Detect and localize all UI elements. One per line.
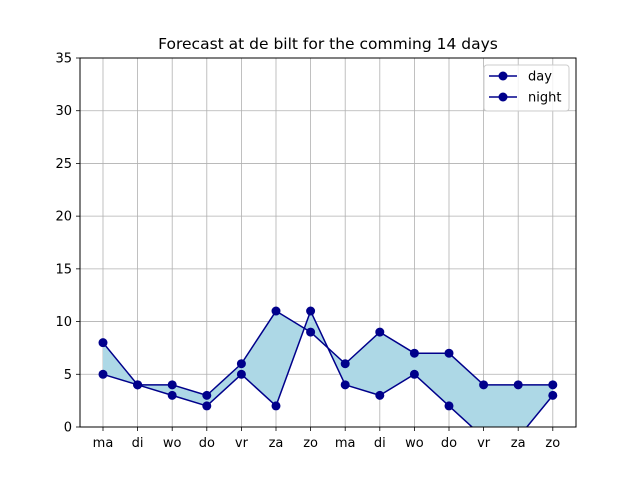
y-tick-label: 20 — [55, 210, 72, 225]
x-tick-label: wo — [163, 436, 182, 451]
legend-marker-night — [498, 92, 508, 102]
fill-between-area — [103, 311, 553, 427]
data-point-night — [133, 380, 143, 390]
chart-title: Forecast at de bilt for the comming 14 d… — [158, 35, 498, 53]
data-point-day — [479, 380, 489, 390]
data-point-night — [375, 390, 385, 400]
plot-frame — [79, 57, 577, 428]
legend: day night — [483, 64, 570, 112]
x-tick-label: wo — [405, 436, 424, 451]
x-tick-label: di — [374, 436, 386, 451]
y-tick-label: 30 — [55, 104, 72, 119]
data-point-night — [271, 401, 281, 411]
data-point-day — [271, 306, 281, 316]
data-point-night — [167, 390, 177, 400]
data-point-day — [236, 359, 246, 369]
grid — [80, 57, 576, 428]
data-point-day — [548, 380, 558, 390]
legend-marker-day — [498, 71, 508, 81]
fill-area — [103, 311, 553, 427]
x-axis: ma di wo do vr za zo ma di wo do vr za zo — [93, 427, 560, 451]
data-point-night — [340, 380, 350, 390]
legend-label-day: day — [528, 70, 552, 85]
data-point-night — [409, 369, 419, 379]
data-point-night — [98, 369, 108, 379]
series-line-night — [102, 310, 554, 427]
x-tick-label: vr — [477, 436, 491, 451]
data-point-night — [444, 401, 454, 411]
y-axis: 0 5 10 15 20 25 30 35 — [55, 52, 80, 436]
x-tick-label: vr — [235, 436, 249, 451]
data-point-day — [444, 348, 454, 358]
data-point-day — [306, 327, 316, 337]
data-point-night — [306, 306, 316, 316]
legend-label-night: night — [528, 91, 561, 106]
data-point-night — [202, 401, 212, 411]
x-tick-label: ma — [93, 436, 114, 451]
x-tick-label: do — [441, 436, 457, 451]
data-point-day — [375, 327, 385, 337]
data-point-day — [513, 380, 523, 390]
data-point-day — [409, 348, 419, 358]
y-tick-label: 10 — [55, 315, 72, 330]
y-tick-label: 0 — [64, 421, 72, 436]
x-tick-label: za — [511, 436, 526, 451]
series-group — [98, 306, 558, 427]
x-tick-label: zo — [303, 436, 318, 451]
x-tick-label: ma — [335, 436, 356, 451]
y-tick-label: 15 — [55, 262, 72, 277]
data-point-day — [202, 390, 212, 400]
x-tick-label: zo — [545, 436, 560, 451]
data-point-day — [167, 380, 177, 390]
data-point-day — [98, 338, 108, 348]
y-tick-label: 25 — [55, 157, 72, 172]
x-tick-label: di — [132, 436, 144, 451]
data-point-night — [236, 369, 246, 379]
data-point-night — [548, 390, 558, 400]
y-tick-label: 35 — [55, 52, 72, 67]
data-point-day — [340, 359, 350, 369]
x-tick-label: do — [199, 436, 215, 451]
x-tick-label: za — [269, 436, 284, 451]
y-tick-label: 5 — [64, 368, 72, 383]
